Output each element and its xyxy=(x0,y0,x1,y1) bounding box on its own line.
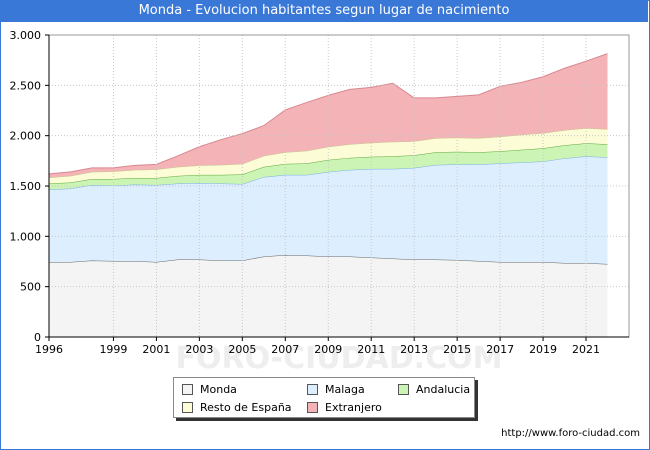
source-url: http://www.foro-ciudad.com xyxy=(501,428,640,439)
legend-swatch-andalucia xyxy=(398,383,409,395)
x-tick-label: 2011 xyxy=(357,343,385,356)
x-tick-label: 2019 xyxy=(529,343,557,356)
x-tick-label: 2015 xyxy=(443,343,471,356)
x-tick-label: 1996 xyxy=(35,343,63,356)
x-tick-label: 2013 xyxy=(400,343,428,356)
x-tick-label: 2005 xyxy=(228,343,256,356)
area-extranjero xyxy=(49,53,608,178)
y-tick-label: 0 xyxy=(34,331,41,344)
legend-swatch-resto-espana xyxy=(182,401,193,413)
y-tick-label: 2.000 xyxy=(10,130,42,143)
y-tick-label: 2.500 xyxy=(10,79,42,92)
y-tick-label: 500 xyxy=(20,281,41,294)
area-monda xyxy=(49,254,608,337)
x-tick-label: 2017 xyxy=(486,343,514,356)
x-tick-label: 2003 xyxy=(185,343,213,356)
watermark: FORO-CIUDAD.COM xyxy=(176,341,503,376)
area-andalucia xyxy=(49,143,608,190)
legend-item-resto-espana: Resto de España xyxy=(182,401,292,415)
legend-label-extranjero: Extranjero xyxy=(325,401,382,414)
legend-swatch-monda xyxy=(182,383,193,395)
legend-item-malaga: Malaga xyxy=(307,383,365,397)
line-andalucia xyxy=(48,142,608,184)
legend-swatch-malaga xyxy=(307,383,318,395)
legend-item-extranjero: Extranjero xyxy=(307,401,382,415)
legend-swatch-extranjero xyxy=(307,401,318,413)
y-tick-label: 1.000 xyxy=(10,230,42,243)
x-tick-label: 1999 xyxy=(99,343,127,356)
x-tick-label: 2007 xyxy=(271,343,299,356)
legend-label-resto-espana: Resto de España xyxy=(200,401,292,414)
x-tick-label: 2009 xyxy=(314,343,342,356)
legend-item-monda: Monda xyxy=(182,383,237,397)
legend: Monda Malaga Andalucia Resto de España E… xyxy=(173,377,475,418)
legend-item-andalucia: Andalucia xyxy=(398,383,470,397)
x-tick-label: 2021 xyxy=(572,343,600,356)
area-malaga xyxy=(49,156,608,265)
y-tick-label: 1.500 xyxy=(10,180,42,193)
legend-label-malaga: Malaga xyxy=(325,383,365,396)
legend-label-monda: Monda xyxy=(200,383,237,396)
y-tick-label: 3.000 xyxy=(10,29,42,42)
x-tick-label: 2001 xyxy=(142,343,170,356)
legend-label-andalucia: Andalucia xyxy=(416,383,471,396)
chart-title: Monda - Evolucion habitantes segun lugar… xyxy=(0,0,648,22)
